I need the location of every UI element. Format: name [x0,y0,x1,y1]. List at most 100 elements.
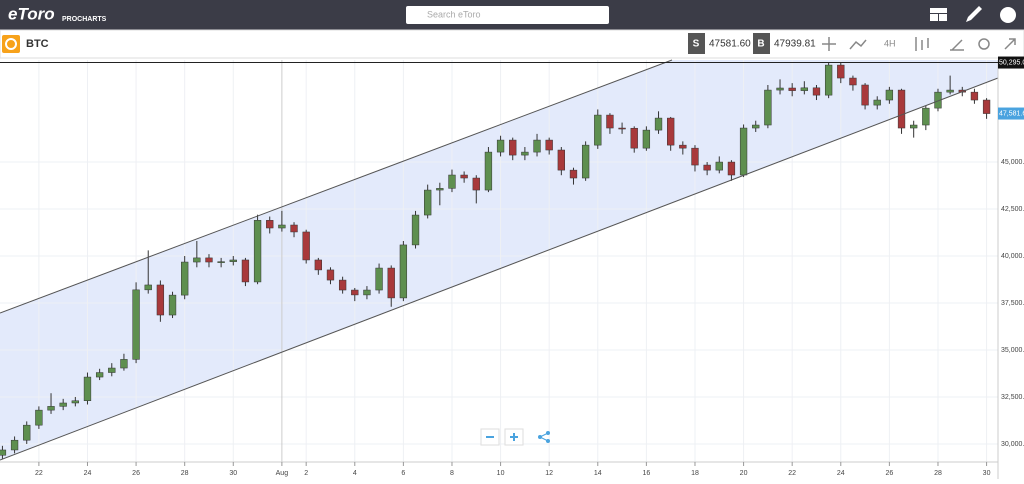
share-icon[interactable] [538,431,550,443]
candle-body [59,402,67,407]
candle-body [120,359,128,369]
candle-body [885,89,894,101]
x-tick-label: 28 [934,470,942,477]
x-tick-label: 24 [84,470,92,477]
x-tick-label: 14 [594,470,602,477]
channel-upper [0,59,673,314]
search-placeholder: Search eToro [427,9,481,19]
sell-badge[interactable] [688,33,705,54]
y-tick-label: 42,500.0 [1001,206,1024,213]
candle-body [800,87,808,91]
chart [0,60,998,462]
candle-body [788,87,796,91]
candle-body [448,174,456,189]
candle-body [545,139,553,151]
candle-body [861,84,869,106]
candle-body [897,89,906,129]
candle-body [496,139,505,153]
candle-body [35,409,43,426]
candle-body [630,127,638,149]
x-tick-label: 30 [229,470,237,477]
buy-label: B [757,39,764,50]
profile-icon[interactable] [1000,7,1016,23]
btc-icon-mark [5,38,17,50]
sell-price: 47581.60 [709,39,751,50]
channel-fill [0,60,998,460]
toolbar [0,29,1024,59]
candle-body [606,114,614,129]
x-tick-label: 12 [545,470,553,477]
candle-body [472,177,480,191]
candle-body [752,124,760,129]
candle-body [642,129,651,149]
x-tick-label: 2 [304,470,308,477]
candle-body [812,87,821,96]
price-tag-label: 47,581.6 [999,110,1024,117]
candle-body [910,124,918,129]
layout-icon[interactable] [930,8,947,21]
x-tick-label: 28 [181,470,189,477]
candle-body [436,188,444,191]
candle-body [241,259,250,283]
candle-body [873,99,881,106]
candle-body [982,99,991,114]
candle-body [533,139,541,153]
candle-body [23,424,31,441]
candle-body [266,220,274,229]
candle-body [132,289,140,360]
candle-body [375,267,383,291]
x-tick-label: 26 [132,470,140,477]
timeframe[interactable]: 4H [884,38,896,48]
candle-body [144,284,152,291]
candle-body [970,91,979,101]
x-tick-label: 30 [983,470,991,477]
candle-body [849,77,857,86]
candle-body [338,279,347,291]
candle-body [569,169,578,179]
candle-body [509,139,517,156]
y-tick-label: 40,000.0 [1001,253,1024,260]
price-tag [998,56,1024,69]
candle-body [193,257,201,263]
candle-body [557,149,565,171]
candle-body [618,127,626,130]
candle-body [764,89,772,126]
buy-badge[interactable] [753,33,770,54]
candle-body [654,117,663,131]
candle-body [156,284,165,316]
candle-body [411,214,420,246]
candle-body [95,372,104,378]
search-box[interactable] [406,6,609,24]
candle-body [290,224,298,233]
x-tick-label: 20 [740,470,748,477]
candle-body [387,267,395,299]
x-tick-label: 22 [788,470,796,477]
symbol: BTC [26,38,49,50]
logo: eToro [8,4,55,23]
candle-body [168,294,177,316]
y-tick-label: 45,000.0 [1001,159,1024,166]
y-tick-label: 32,500.0 [1001,394,1024,401]
candle-body [229,259,237,262]
candle-body [581,144,590,179]
x-tick-label: 18 [691,470,699,477]
toolbar-icons[interactable] [822,37,1016,51]
candle-body [667,117,675,146]
x-tick-label: 4 [353,470,357,477]
candle-body [363,289,371,296]
candle-body [10,439,19,451]
candle-body [594,114,602,146]
candle-body [460,174,468,179]
edit-icon[interactable] [966,6,982,22]
candle-body [739,127,748,176]
candle-body [253,220,262,283]
candle-body [205,257,213,263]
btc-icon [2,35,20,53]
candle-body [181,261,189,296]
product-name: PROCHARTS [62,16,107,23]
zoom-in-icon [510,433,518,441]
price-tag [998,107,1024,120]
candle-body [302,231,310,261]
